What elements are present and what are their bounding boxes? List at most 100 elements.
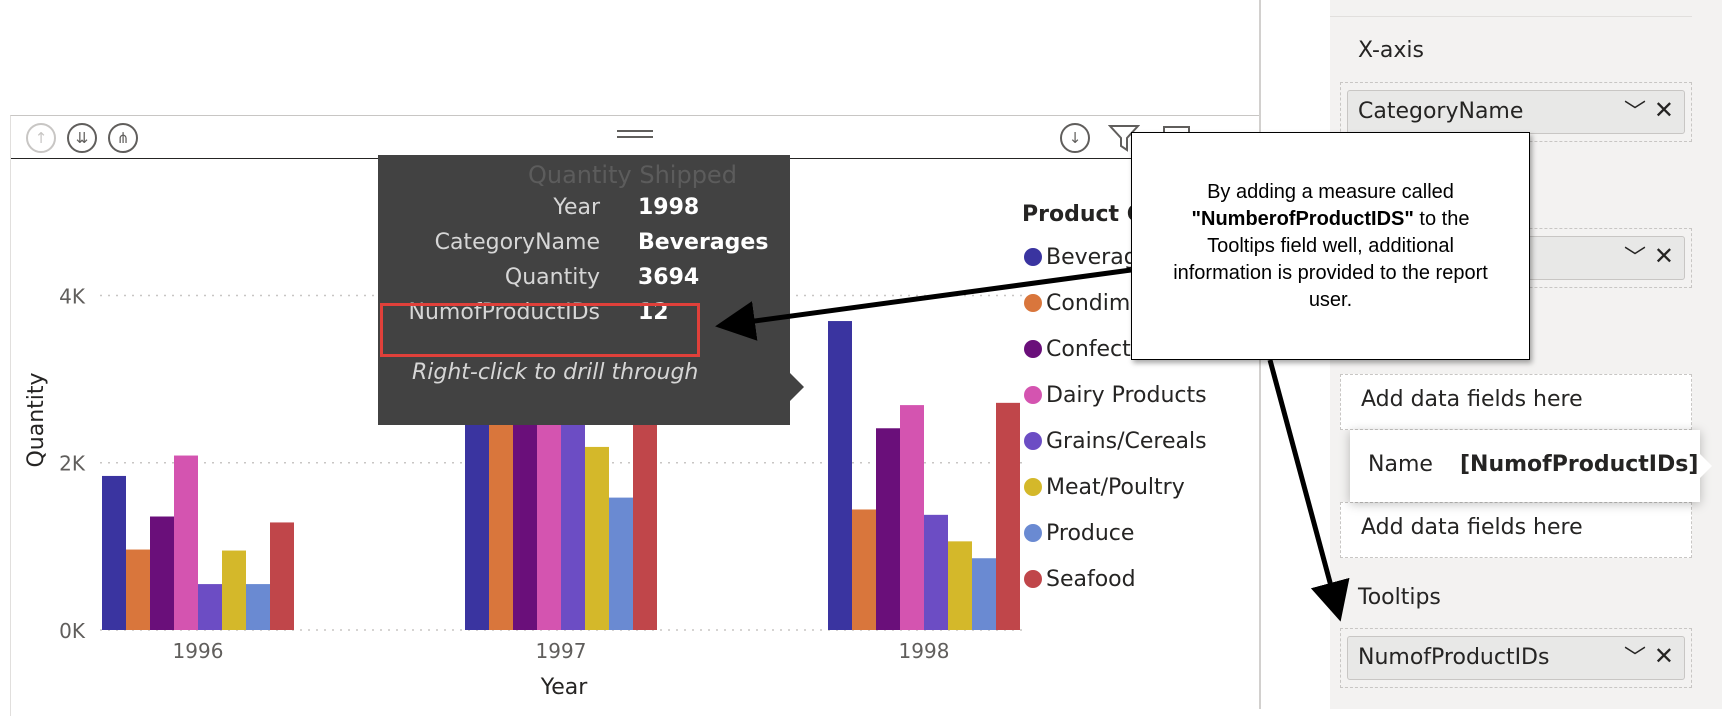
tooltip-label-year: Year [553, 195, 600, 220]
drag-handle-icon[interactable] [617, 130, 653, 140]
add-fields-well-1[interactable]: Add data fields here [1340, 374, 1692, 430]
close-icon[interactable]: ✕ [1653, 642, 1674, 670]
field-name-tooltip: Name [NumofProductIDs] [1350, 430, 1712, 502]
xaxis-well-title: X-axis [1358, 38, 1424, 63]
legend-marker [1024, 570, 1042, 588]
legend-item[interactable]: Seafood [1024, 567, 1136, 592]
tooltips-well[interactable]: NumofProductIDs ﹀ ✕ [1340, 628, 1692, 688]
visual-header: ↑ ⇊ ⋔ ↓ [11, 116, 1259, 159]
legend-label: Seafood [1046, 567, 1136, 592]
bar [489, 387, 513, 630]
data-tooltip: Quantity Shipped Year 1998 CategoryName … [378, 155, 804, 425]
bar [996, 402, 1020, 630]
legend-label: Dairy Products [1046, 383, 1207, 408]
bar [924, 514, 948, 630]
chart-title: Quantity Shipped [528, 161, 737, 189]
y-tick-label: 4K [59, 284, 86, 308]
legend-item[interactable]: Condim [1024, 291, 1130, 316]
callout-line-4: information is provided to the report [1173, 262, 1488, 284]
y-axis-title: Quantity [24, 372, 49, 467]
callout-line-2: to the [1413, 208, 1470, 230]
legend-marker [1024, 478, 1042, 496]
add-fields-placeholder: Add data fields here [1361, 387, 1583, 412]
bar [876, 428, 900, 630]
xaxis-field-pill[interactable]: CategoryName ﹀ ✕ [1347, 90, 1685, 134]
tooltip-value-year: 1998 [638, 195, 700, 220]
bar [174, 455, 198, 630]
bar [948, 541, 972, 630]
bar [222, 550, 246, 630]
arrow-to-tooltips-well [1267, 359, 1350, 622]
bar [198, 584, 222, 630]
legend-label: Produce [1046, 521, 1135, 546]
bar [126, 549, 150, 630]
field-name-value: [NumofProductIDs] [1460, 452, 1699, 477]
highlight-box [380, 303, 700, 357]
bar [585, 446, 609, 630]
expand-hierarchy-icon[interactable]: ⋔ [108, 123, 138, 153]
legend-item[interactable]: Beverag [1024, 245, 1138, 270]
visual-container: ↑ ⇊ ⋔ ↓ [10, 115, 1259, 716]
legend-marker [1024, 524, 1042, 542]
add-fields-placeholder: Add data fields here [1361, 515, 1583, 540]
double-arrow-down-icon[interactable]: ⇊ [67, 123, 97, 153]
bar [150, 516, 174, 630]
filter-icon[interactable] [1108, 124, 1140, 152]
bar [609, 497, 633, 630]
legend-marker [1024, 248, 1042, 266]
tooltip-value-category: Beverages [638, 230, 769, 255]
legend-item[interactable]: Meat/Poultry [1024, 475, 1185, 500]
callout-line-3: Tooltips field well, additional [1207, 235, 1454, 257]
bar [972, 558, 996, 630]
bar [828, 321, 852, 630]
legend-item[interactable]: Confecti [1024, 337, 1137, 362]
bar [852, 509, 876, 630]
legend-marker [1024, 294, 1042, 312]
y-tick-label: 0K [59, 619, 86, 643]
legend-label: Beverag [1046, 245, 1138, 270]
add-fields-well-2[interactable]: Add data fields here [1340, 502, 1692, 558]
x-axis-title: Year [540, 675, 589, 700]
legend-label: Confecti [1046, 337, 1137, 362]
tooltip-label-quantity: Quantity [504, 265, 600, 290]
bar [246, 584, 270, 630]
pane-top-strip [1330, 0, 1692, 17]
y-tick-label: 2K [59, 452, 86, 476]
callout-line-5: user. [1308, 289, 1353, 311]
legend-marker [1024, 386, 1042, 404]
bar [102, 475, 126, 630]
legend-item[interactable]: Dairy Products [1024, 383, 1207, 408]
bar [270, 522, 294, 630]
legend-item[interactable]: Produce [1024, 521, 1134, 546]
chevron-down-icon[interactable]: ﹀ [1623, 646, 1646, 671]
legend-label: Grains/Cereals [1046, 429, 1207, 454]
callout-line-1: By adding a measure called [1207, 181, 1454, 203]
bar [561, 409, 585, 630]
legend-marker [1024, 340, 1042, 358]
legend-title: Product C [1022, 202, 1143, 227]
chevron-down-icon[interactable]: ﹀ [1623, 100, 1646, 125]
field-name-label: Name [1368, 452, 1433, 477]
legend-label: Condim [1046, 291, 1131, 316]
xaxis-field-label: CategoryName [1358, 99, 1524, 124]
close-icon[interactable]: ✕ [1653, 96, 1674, 124]
bar-chart: 0K 2K 4K Quantity Year 1996 1997 1998 [24, 264, 1025, 700]
x-tick-label: 1998 [899, 639, 950, 663]
tooltip-label-category: CategoryName [434, 230, 600, 255]
chevron-down-icon[interactable]: ﹀ [1623, 246, 1646, 271]
drill-up-icon[interactable]: ↑ [26, 123, 56, 153]
drill-mode-arrow-down-icon[interactable]: ↓ [1060, 123, 1090, 153]
annotation-callout: By adding a measure called "NumberofProd… [1131, 132, 1530, 360]
legend-item[interactable]: Grains/Cereals [1024, 429, 1207, 454]
tooltips-field-pill[interactable]: NumofProductIDs ﹀ ✕ [1347, 636, 1685, 680]
x-tick-label: 1996 [173, 639, 224, 663]
tooltips-well-title: Tooltips [1358, 585, 1441, 610]
tooltips-field-label: NumofProductIDs [1358, 645, 1550, 670]
x-tick-label: 1997 [536, 639, 587, 663]
close-icon[interactable]: ✕ [1653, 242, 1674, 270]
callout-measure-name: "NumberofProductIDS" [1191, 208, 1414, 230]
legend-label: Meat/Poultry [1046, 475, 1185, 500]
bar [900, 405, 924, 630]
tooltip-drill-hint: Right-click to drill through [412, 360, 699, 385]
legend-marker [1024, 432, 1042, 450]
